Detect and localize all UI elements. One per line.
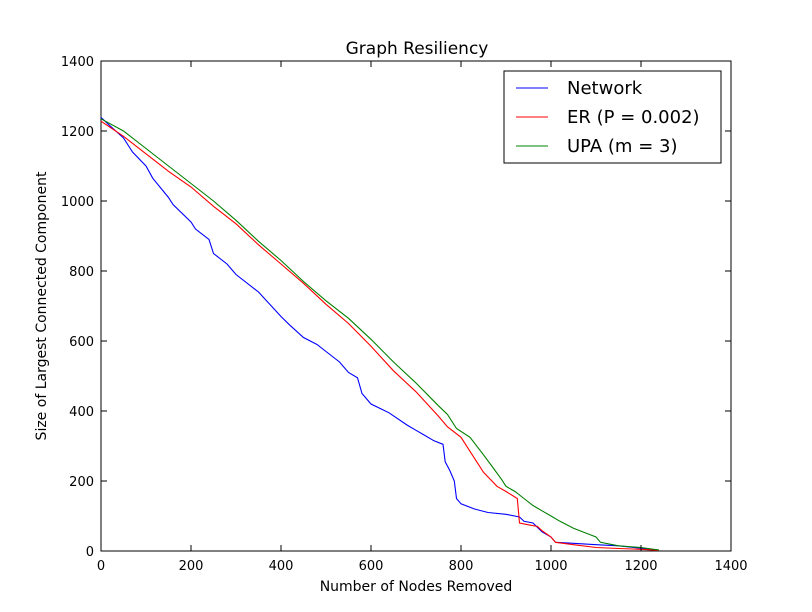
series-line-2 — [100, 118, 660, 551]
y-tick-label: 200 — [69, 475, 94, 490]
series-lines — [100, 116, 660, 551]
axis-ticks: 0 200 400 600 800 1000 1200 1400 0 200 400 600 800 10… — [61, 55, 748, 574]
legend-entry-label: ER (P = 0.002) — [567, 107, 700, 128]
y-tick-label: 800 — [69, 265, 94, 280]
series-line-0 — [100, 116, 660, 551]
y-tick-label: 600 — [69, 335, 94, 350]
y-tick-label: 1000 — [61, 195, 94, 210]
y-axis-label: Size of Largest Connected Component — [34, 171, 50, 440]
chart-title: Graph Resiliency — [346, 39, 489, 59]
x-axis-label: Number of Nodes Removed — [320, 579, 513, 595]
y-tick-label: 0 — [86, 545, 94, 560]
x-tick-label: 1000 — [534, 559, 567, 574]
y-tick-label: 1200 — [61, 125, 94, 140]
x-tick-label: 1400 — [714, 559, 747, 574]
x-tick-label: 400 — [269, 559, 294, 574]
series-line-1 — [100, 120, 660, 551]
x-tick-label: 1200 — [624, 559, 657, 574]
y-tick-label: 400 — [69, 405, 94, 420]
x-tick-label: 600 — [359, 559, 384, 574]
legend: Network ER (P = 0.002) UPA (m = 3) — [503, 70, 722, 164]
x-tick-label: 800 — [449, 559, 474, 574]
x-tick-label: 200 — [179, 559, 204, 574]
x-tick-label: 0 — [97, 559, 105, 574]
legend-entry-label: UPA (m = 3) — [567, 136, 677, 157]
legend-entry-label: Network — [567, 78, 643, 99]
y-tick-label: 1400 — [61, 55, 94, 70]
